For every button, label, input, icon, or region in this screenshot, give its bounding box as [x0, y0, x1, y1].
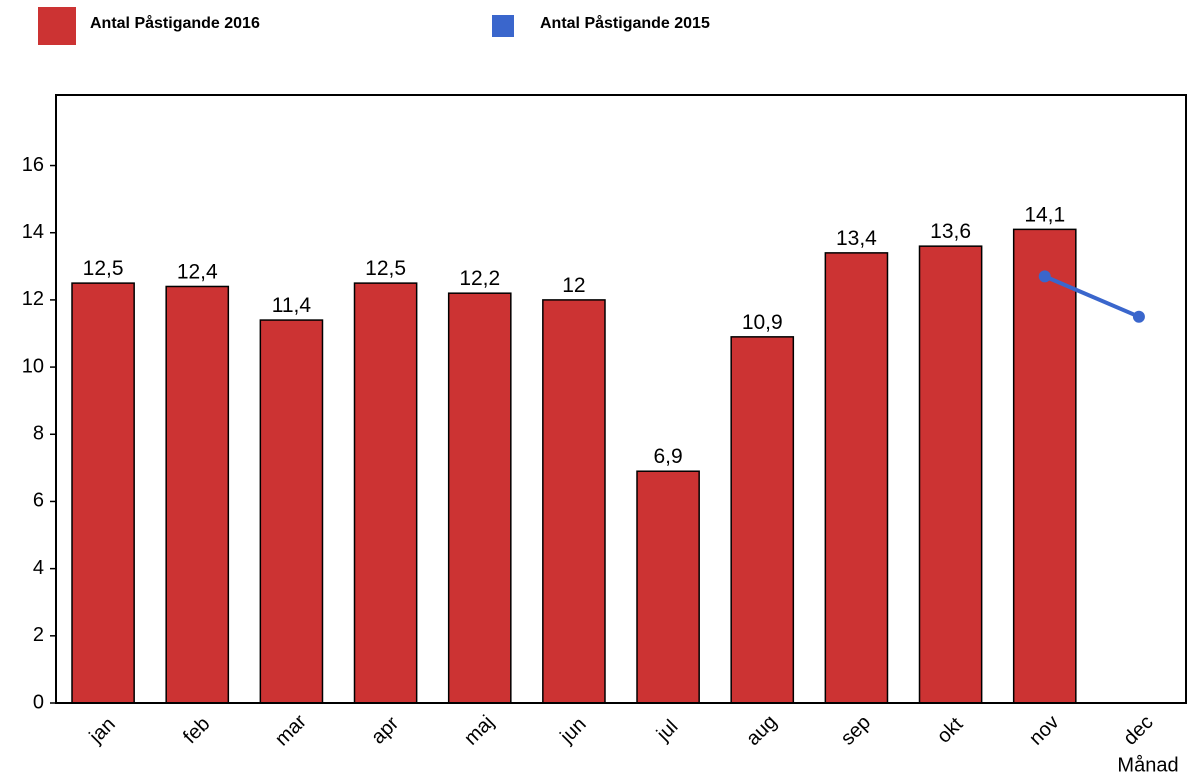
point [1038, 270, 1051, 283]
bar [636, 470, 700, 704]
x-tick-label: feb [179, 713, 214, 748]
data-label: 13,6 [930, 220, 971, 243]
data-label: 13,4 [836, 227, 877, 250]
y-tick-label: 0 [33, 691, 44, 713]
bar [918, 245, 983, 704]
bar [71, 282, 135, 704]
point [1132, 310, 1145, 323]
legend-swatch [492, 15, 514, 37]
x-tick-label: mar [271, 710, 311, 750]
data-label: 12 [562, 274, 585, 297]
y-tick-label: 14 [22, 221, 44, 243]
legend-swatch [38, 7, 76, 45]
legend-label: Antal Påstigande 2016 [90, 14, 260, 32]
y-tick-label: 16 [22, 154, 44, 176]
data-label: 10,9 [742, 311, 783, 334]
y-tick-label: 10 [22, 355, 44, 377]
legend-label: Antal Påstigande 2015 [540, 14, 710, 32]
bar [1012, 228, 1077, 704]
x-axis-title: Månad [1117, 754, 1178, 776]
x-tick-label: dec [1119, 711, 1157, 749]
plot-frame [55, 94, 1187, 704]
bar [824, 252, 889, 704]
x-tick-label: okt [933, 713, 968, 748]
data-label: 6,9 [653, 445, 682, 468]
data-label: 12,2 [459, 267, 500, 290]
y-tick-label: 4 [33, 557, 44, 579]
bar [165, 285, 230, 704]
y-tick-label: 6 [33, 490, 44, 512]
y-tick-label: 12 [22, 288, 44, 310]
data-label: 12,4 [177, 260, 218, 283]
x-tick-label: sep [837, 711, 875, 749]
data-label: 12,5 [365, 257, 406, 280]
bar [353, 282, 418, 704]
bar [542, 299, 606, 704]
x-tick-label: jul [652, 716, 682, 746]
bar [730, 336, 795, 704]
x-tick-label: maj [460, 711, 498, 749]
y-tick-label: 2 [33, 624, 44, 646]
x-tick-label: aug [742, 711, 781, 750]
x-tick-label: jun [555, 713, 590, 748]
data-label: 14,1 [1024, 203, 1065, 226]
bar [447, 292, 512, 704]
bar [259, 319, 324, 704]
line [1043, 274, 1140, 319]
data-label: 11,4 [272, 294, 312, 317]
x-tick-label: apr [367, 712, 403, 748]
y-tick-label: 8 [33, 423, 44, 445]
data-label: 12,5 [83, 257, 124, 280]
x-tick-label: nov [1025, 711, 1063, 749]
x-tick-label: jan [85, 713, 120, 748]
